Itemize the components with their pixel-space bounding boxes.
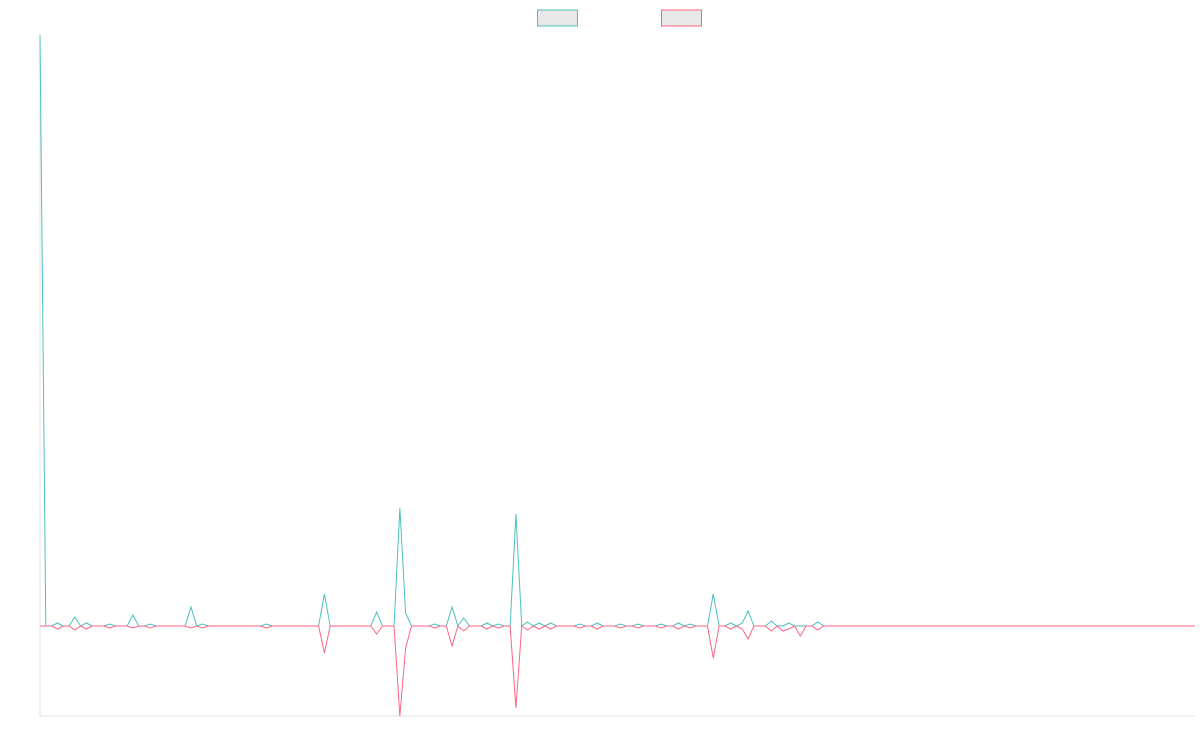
legend-swatch[interactable] xyxy=(661,9,702,27)
legend-swatch[interactable] xyxy=(537,9,578,27)
series-line xyxy=(40,625,1195,717)
series-line xyxy=(39,34,1195,628)
